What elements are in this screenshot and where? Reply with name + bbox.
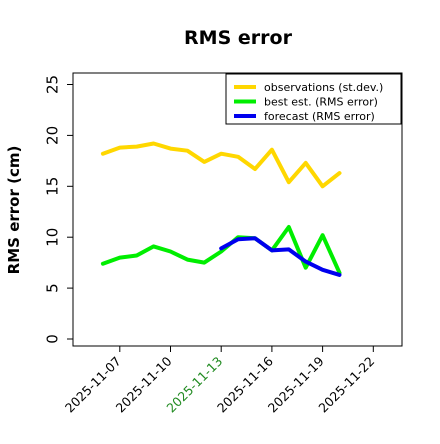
y-tick-label: 0 [44, 334, 62, 344]
y-tick-label: 20 [44, 126, 62, 145]
x-axis: 2025-11-072025-11-102025-11-132025-11-16… [62, 346, 377, 415]
y-tick-label: 15 [44, 177, 62, 196]
y-axis: 0 5 10 15 20 25 [44, 75, 73, 344]
legend: observations (st.dev.) best est. (RMS err… [225, 73, 402, 125]
y-axis-label: RMS error (cm) [5, 146, 23, 275]
chart-title: RMS error [184, 27, 293, 49]
series-layer [100, 141, 342, 277]
plot-frame [72, 72, 403, 347]
series-line-1 [100, 141, 342, 189]
legend-label: best est. (RMS error) [264, 96, 378, 109]
y-tick-label: 5 [44, 283, 62, 293]
y-tick-label: 25 [44, 75, 62, 94]
legend-label: forecast (RMS error) [264, 110, 375, 123]
series-line-2 [100, 225, 342, 275]
y-tick-label: 10 [44, 228, 62, 247]
series-line-3 [219, 236, 342, 277]
legend-label: observations (st.dev.) [264, 81, 383, 94]
